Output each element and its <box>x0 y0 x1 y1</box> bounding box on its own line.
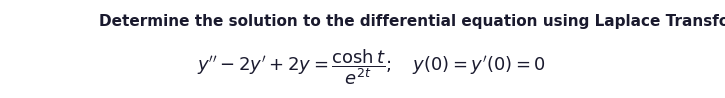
Text: Determine the solution to the differential equation using Laplace Transform:: Determine the solution to the differenti… <box>99 14 725 29</box>
Text: $y^{\prime\prime} - 2y^{\prime} + 2y = \dfrac{\cosh t}{e^{2t}}$$;\quad y(0) = y': $y^{\prime\prime} - 2y^{\prime} + 2y = \… <box>197 48 546 88</box>
